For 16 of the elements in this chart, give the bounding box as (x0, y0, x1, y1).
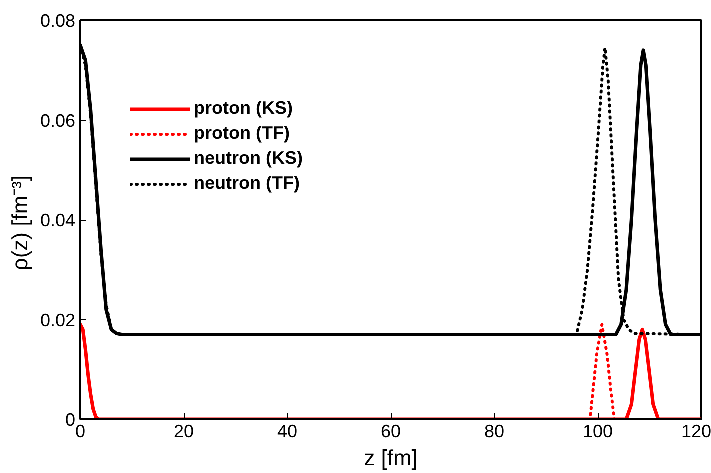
y-tick-label: 0.06 (40, 110, 76, 131)
legend-label: neutron (TF) (194, 173, 301, 194)
x-tick-label: 60 (380, 422, 402, 442)
legend-label: neutron (KS) (194, 148, 304, 169)
y-tick-label: 0.04 (40, 210, 76, 230)
x-tick-label: 20 (174, 422, 194, 442)
y-tick-label: 0.08 (40, 11, 76, 31)
y-axis-title: ρ(z) [fm⁻³] (7, 175, 32, 271)
x-tick-label: 120 (681, 422, 711, 442)
x-axis-title: z [fm] (364, 446, 418, 470)
legend-label: proton (KS) (194, 98, 294, 119)
x-tick-label: 100 (582, 422, 614, 442)
x-tick-label: 40 (277, 422, 298, 442)
x-tick-label: 80 (484, 422, 505, 442)
legend-label: proton (TF) (194, 123, 291, 144)
y-tick-label: 0.02 (40, 310, 76, 330)
